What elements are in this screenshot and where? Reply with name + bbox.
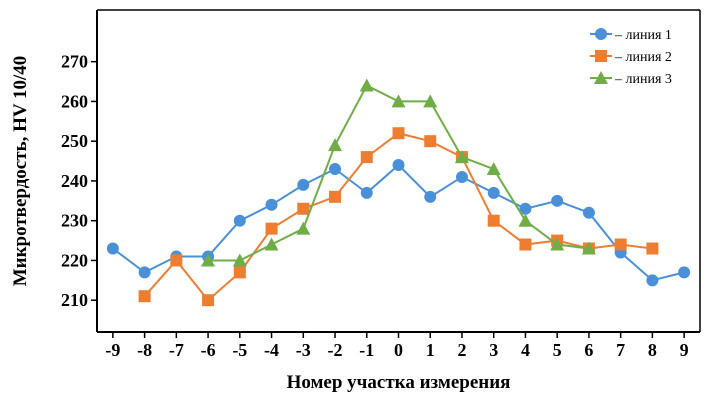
series-2-point	[138, 290, 151, 303]
y-tick-label: 220	[61, 250, 88, 270]
y-tick-label: 240	[61, 171, 88, 191]
legend-label: – линия 1	[614, 28, 672, 43]
y-tick-label: 260	[61, 91, 88, 111]
series-2-point	[329, 190, 342, 203]
x-tick-label: 1	[426, 340, 435, 360]
legend-label: – линия 2	[614, 50, 672, 65]
series-1-point	[360, 186, 373, 199]
series-3-point	[264, 237, 279, 251]
legend-label: – линия 3	[614, 72, 672, 87]
x-tick-label: 0	[394, 340, 403, 360]
x-tick-label: -8	[137, 340, 152, 360]
x-tick-label: 3	[489, 340, 498, 360]
series-1-point	[551, 194, 564, 207]
series-3-point	[296, 221, 311, 235]
x-tick-label: 9	[680, 340, 689, 360]
series-3-point	[201, 253, 216, 267]
series-1-point	[455, 170, 468, 183]
series-2	[138, 127, 659, 307]
series-3-point	[486, 162, 501, 176]
x-axis-title: Номер участка измерения	[287, 372, 511, 393]
series-1-point	[233, 214, 246, 227]
x-tick-label: 5	[553, 340, 562, 360]
series-3-point	[454, 150, 469, 164]
x-tick-label: 6	[584, 340, 593, 360]
y-tick-label: 250	[61, 131, 88, 151]
series-2-point	[519, 238, 532, 251]
series-1-point	[138, 266, 151, 279]
series-2-point	[265, 222, 278, 235]
series-1-line	[112, 163, 685, 282]
series-3-line	[208, 84, 590, 262]
series-2-point	[202, 294, 215, 307]
series-2-point	[233, 266, 246, 279]
series-1-point	[519, 202, 532, 215]
legend-marker	[595, 28, 607, 40]
series-2-point	[646, 242, 659, 255]
legend-marker	[595, 50, 607, 62]
series-2-line	[143, 132, 653, 302]
series-3-point	[328, 138, 343, 152]
y-tick-label: 230	[61, 211, 88, 231]
series-2-point	[170, 254, 183, 267]
series-1-point	[678, 266, 691, 279]
series-1-point	[392, 159, 405, 172]
series-3-point	[232, 253, 247, 267]
series-3-point	[359, 78, 374, 92]
series-3-point	[423, 94, 438, 108]
y-tick-label: 210	[61, 290, 88, 310]
x-tick-label: -5	[232, 340, 247, 360]
series-2-point	[392, 127, 405, 140]
x-tick-label: 4	[521, 340, 530, 360]
series-2-point	[360, 151, 373, 164]
legend: – линия 1 – линия 2 – линия 3	[590, 28, 672, 87]
x-axis-ticks: -9 -8 -7 -6 -5 -4 -3 -2 -1 0 1 2 3 4 5 6 7 8 9	[105, 332, 689, 360]
series-1-point	[424, 190, 437, 203]
series-1-point	[646, 274, 659, 287]
y-axis-ticks: 210 220 230 240 250 260 270	[61, 52, 97, 310]
y-axis-title: Микротвердость, HV 10/40	[10, 56, 31, 287]
series-2-point	[424, 135, 437, 148]
series-1-point	[297, 178, 310, 191]
series-1-point	[487, 186, 500, 199]
series-1	[106, 159, 691, 287]
x-tick-label: -6	[201, 340, 216, 360]
x-tick-label: -9	[105, 340, 120, 360]
series-2-point	[614, 238, 627, 251]
series-3-point	[550, 237, 565, 251]
series-1-point	[265, 198, 278, 211]
series-2-point	[487, 214, 500, 227]
series-3-point	[391, 94, 406, 108]
series-layer	[106, 78, 691, 307]
series-1-point	[329, 163, 342, 176]
x-tick-label: 2	[457, 340, 466, 360]
plot-area: -9 -8 -7 -6 -5 -4 -3 -2 -1 0 1 2 3 4 5 6 7 8 9 210 220 230 24…	[61, 9, 701, 360]
x-tick-label: 7	[616, 340, 625, 360]
x-tick-label: -7	[169, 340, 184, 360]
x-tick-label: -2	[328, 340, 343, 360]
series-3-point	[581, 241, 596, 255]
series-1-point	[106, 242, 119, 255]
series-2-point	[297, 202, 310, 215]
x-tick-label: -1	[359, 340, 374, 360]
x-tick-label: 8	[648, 340, 657, 360]
series-3-point	[518, 213, 533, 227]
x-tick-label: -3	[296, 340, 311, 360]
legend-marker	[594, 71, 608, 84]
series-3	[201, 78, 596, 267]
y-tick-label: 270	[61, 52, 88, 72]
series-1-point	[582, 206, 595, 219]
x-tick-label: -4	[264, 340, 279, 360]
